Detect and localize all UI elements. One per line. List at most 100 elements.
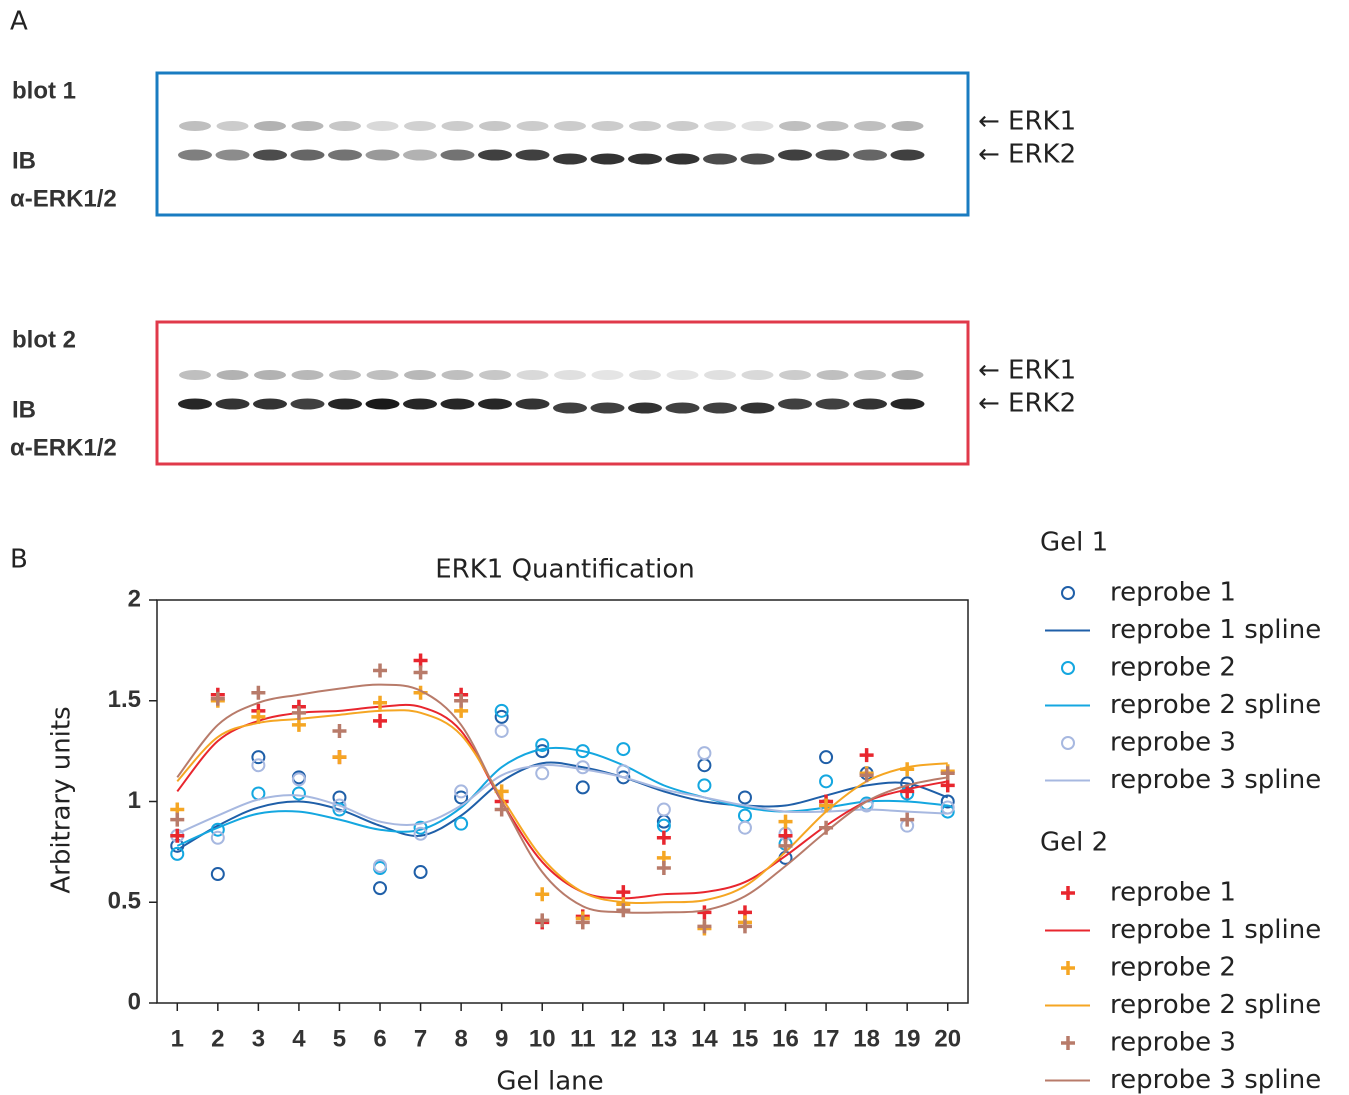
point bbox=[697, 905, 712, 920]
blot-antibody: α-ERK1/2 bbox=[10, 434, 117, 461]
point bbox=[291, 717, 306, 732]
band bbox=[178, 149, 212, 161]
point bbox=[170, 812, 185, 827]
x-tick-label: 5 bbox=[333, 1025, 346, 1052]
x-tick-label: 12 bbox=[610, 1025, 637, 1052]
band-label: ← ERK1 bbox=[978, 356, 1076, 386]
band bbox=[891, 370, 924, 380]
band bbox=[290, 398, 325, 410]
x-tick-label: 15 bbox=[732, 1025, 759, 1052]
blot-title: blot 2 bbox=[12, 326, 76, 353]
x-tick-label: 8 bbox=[454, 1025, 467, 1052]
band bbox=[703, 153, 737, 165]
legend-title: Gel 1 bbox=[1040, 528, 1108, 558]
band bbox=[665, 153, 700, 165]
band bbox=[591, 370, 624, 380]
band bbox=[553, 153, 587, 165]
point bbox=[737, 808, 752, 823]
band bbox=[216, 370, 249, 380]
point bbox=[575, 744, 590, 759]
legend-label: reprobe 2 spline bbox=[1110, 690, 1321, 720]
legend-marker bbox=[1061, 886, 1075, 900]
legend-marker bbox=[1061, 586, 1075, 600]
x-tick-label: 11 bbox=[570, 1025, 595, 1052]
point bbox=[940, 794, 955, 809]
band bbox=[478, 149, 512, 161]
point bbox=[291, 786, 306, 801]
x-tick-label: 17 bbox=[813, 1025, 840, 1052]
point bbox=[332, 723, 347, 738]
x-tick-label: 18 bbox=[853, 1025, 880, 1052]
y-tick-label: 1 bbox=[128, 787, 141, 814]
point bbox=[291, 705, 306, 720]
x-tick-label: 9 bbox=[495, 1025, 508, 1052]
band bbox=[516, 370, 549, 380]
point bbox=[778, 838, 793, 853]
point bbox=[656, 860, 671, 875]
point bbox=[616, 770, 631, 785]
blot-frame bbox=[155, 320, 970, 466]
x-tick-label: 13 bbox=[651, 1025, 678, 1052]
band bbox=[254, 121, 286, 131]
band bbox=[515, 149, 550, 161]
point bbox=[373, 858, 388, 873]
band bbox=[179, 370, 211, 380]
band bbox=[478, 398, 512, 410]
band bbox=[215, 398, 250, 410]
band bbox=[365, 398, 400, 410]
spline bbox=[176, 761, 949, 851]
band-label: ← ERK2 bbox=[978, 140, 1076, 170]
spline bbox=[176, 746, 948, 847]
point bbox=[210, 691, 225, 706]
point bbox=[819, 774, 834, 789]
x-tick-label: 3 bbox=[252, 1025, 265, 1052]
band bbox=[815, 149, 850, 161]
y-axis-label: Arbitrary units bbox=[47, 706, 77, 893]
band bbox=[329, 370, 361, 380]
band bbox=[779, 370, 811, 380]
legend-label: reprobe 2 bbox=[1110, 653, 1236, 683]
legend-label: reprobe 3 bbox=[1110, 1028, 1236, 1058]
band bbox=[215, 149, 250, 161]
band bbox=[665, 402, 700, 414]
point bbox=[494, 709, 509, 724]
point bbox=[575, 760, 590, 775]
band bbox=[854, 121, 886, 131]
legend-label: reprobe 3 bbox=[1110, 728, 1236, 758]
band bbox=[291, 121, 324, 131]
point bbox=[575, 915, 590, 930]
point bbox=[454, 784, 469, 799]
point bbox=[575, 780, 590, 795]
band-label: ← ERK2 bbox=[978, 389, 1076, 419]
x-tick-label: 2 bbox=[211, 1025, 224, 1052]
band bbox=[441, 370, 474, 380]
band bbox=[854, 370, 886, 380]
band-label: ← ERK1 bbox=[978, 107, 1076, 137]
legend-label: reprobe 2 spline bbox=[1110, 990, 1321, 1020]
band bbox=[253, 398, 287, 410]
band bbox=[741, 121, 774, 131]
band bbox=[554, 370, 586, 380]
point bbox=[697, 919, 712, 934]
band bbox=[254, 370, 286, 380]
band bbox=[853, 149, 887, 161]
band bbox=[778, 149, 812, 161]
point bbox=[413, 865, 428, 880]
point bbox=[778, 814, 793, 829]
legend-label: reprobe 3 spline bbox=[1110, 1065, 1321, 1095]
point bbox=[413, 653, 428, 668]
point bbox=[251, 758, 266, 773]
x-tick-label: 10 bbox=[529, 1025, 556, 1052]
band bbox=[403, 149, 437, 161]
point bbox=[859, 748, 874, 763]
band bbox=[590, 402, 625, 414]
band bbox=[328, 398, 362, 410]
legend-marker bbox=[1061, 736, 1075, 750]
x-tick-label: 14 bbox=[691, 1025, 718, 1052]
point bbox=[940, 804, 955, 819]
panel-label: B bbox=[10, 545, 28, 575]
point bbox=[819, 750, 834, 765]
legend-label: reprobe 1 bbox=[1110, 578, 1236, 608]
x-tick-label: 1 bbox=[171, 1025, 184, 1052]
